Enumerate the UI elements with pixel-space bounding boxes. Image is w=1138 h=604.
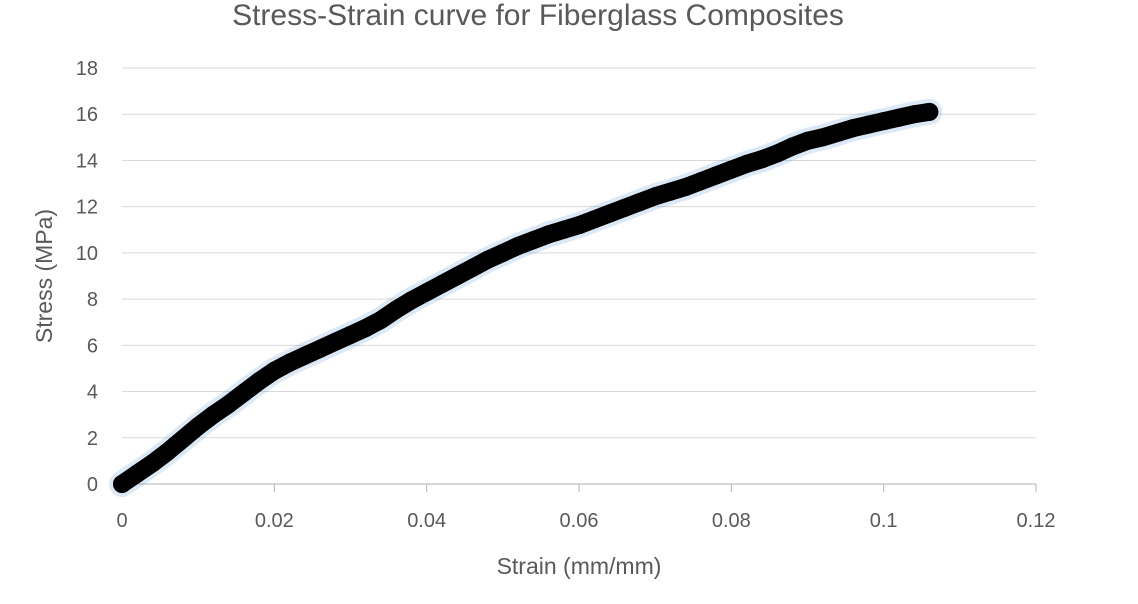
series-point xyxy=(189,417,208,436)
x-tick-label: 0 xyxy=(116,510,127,532)
series-point xyxy=(874,112,893,131)
series-layer xyxy=(109,98,943,497)
series-point xyxy=(265,361,284,380)
x-tick-label: 0.06 xyxy=(560,510,599,532)
ticks-layer: 0 2 4 6 8 10 12 14 16 18 0 0.02 0.04 0.06 0.08 0.1 0.12 xyxy=(76,58,1056,532)
series-point xyxy=(493,243,512,262)
series-point xyxy=(326,332,345,351)
series-point xyxy=(646,187,665,206)
series-point xyxy=(920,102,939,121)
series-point xyxy=(905,105,924,124)
y-tick-label: 6 xyxy=(87,335,98,357)
series-point xyxy=(737,154,756,173)
series-point xyxy=(752,150,771,169)
y-tick-label: 0 xyxy=(87,474,98,496)
series-point xyxy=(387,300,406,319)
series-point xyxy=(509,236,528,255)
series-point xyxy=(600,204,619,223)
series-point xyxy=(539,225,558,244)
series-point xyxy=(173,429,192,448)
series-point xyxy=(828,123,847,142)
y-tick-label: 14 xyxy=(76,150,98,172)
y-tick-label: 2 xyxy=(87,428,98,450)
chart-title: Stress-Strain curve for Fiberglass Compo… xyxy=(232,0,844,32)
series-point xyxy=(722,160,741,179)
series-point xyxy=(524,231,543,250)
series-point xyxy=(554,220,573,239)
x-tick-label: 0.04 xyxy=(407,510,446,532)
series-point xyxy=(295,346,314,365)
series-point xyxy=(783,137,802,156)
y-tick-label: 18 xyxy=(76,58,98,80)
series-point xyxy=(311,339,330,358)
x-axis-title: Strain (mm/mm) xyxy=(497,553,662,579)
series-point xyxy=(768,144,787,163)
series-point xyxy=(630,193,649,212)
series-point xyxy=(417,283,436,302)
series-point xyxy=(813,128,832,147)
y-tick-label: 8 xyxy=(87,289,98,311)
series-point xyxy=(356,319,375,337)
y-tick-label: 16 xyxy=(76,104,98,126)
series-point xyxy=(341,325,360,344)
series-point xyxy=(143,454,162,473)
series-point xyxy=(844,119,863,138)
x-tick-label: 0.08 xyxy=(712,510,751,532)
series-point xyxy=(250,372,269,391)
y-tick-label: 12 xyxy=(76,197,98,219)
series-point xyxy=(448,267,467,285)
series-point xyxy=(798,131,817,150)
series-point xyxy=(128,464,147,483)
x-tick-label: 0.12 xyxy=(1017,510,1056,532)
x-tick-label: 0.1 xyxy=(870,510,898,532)
x-tick-label: 0.02 xyxy=(255,510,294,532)
series-line xyxy=(113,102,939,493)
series-point xyxy=(585,210,604,229)
y-axis-title: Stress (MPa) xyxy=(31,209,57,343)
y-tick-label: 10 xyxy=(76,243,98,265)
series-underlay xyxy=(109,98,943,497)
series-point xyxy=(158,442,177,461)
series-point xyxy=(280,353,299,372)
series-point xyxy=(707,166,726,185)
y-tick-label: 4 xyxy=(87,382,98,404)
series-point xyxy=(661,182,680,201)
series-point xyxy=(234,383,253,402)
series-point xyxy=(676,178,695,197)
series-point xyxy=(204,405,223,424)
series-point xyxy=(615,198,634,217)
series-point xyxy=(463,258,482,277)
series-point xyxy=(402,291,421,310)
series-point xyxy=(113,475,131,493)
series-point xyxy=(859,115,878,134)
series-point xyxy=(691,172,710,191)
grid-layer xyxy=(122,67,1036,439)
axes-layer xyxy=(121,483,1037,492)
series-point xyxy=(219,395,238,414)
series-point xyxy=(478,250,497,269)
series-point xyxy=(432,275,451,294)
series-point xyxy=(889,108,908,127)
series-point xyxy=(371,310,390,329)
series-point xyxy=(570,216,588,235)
